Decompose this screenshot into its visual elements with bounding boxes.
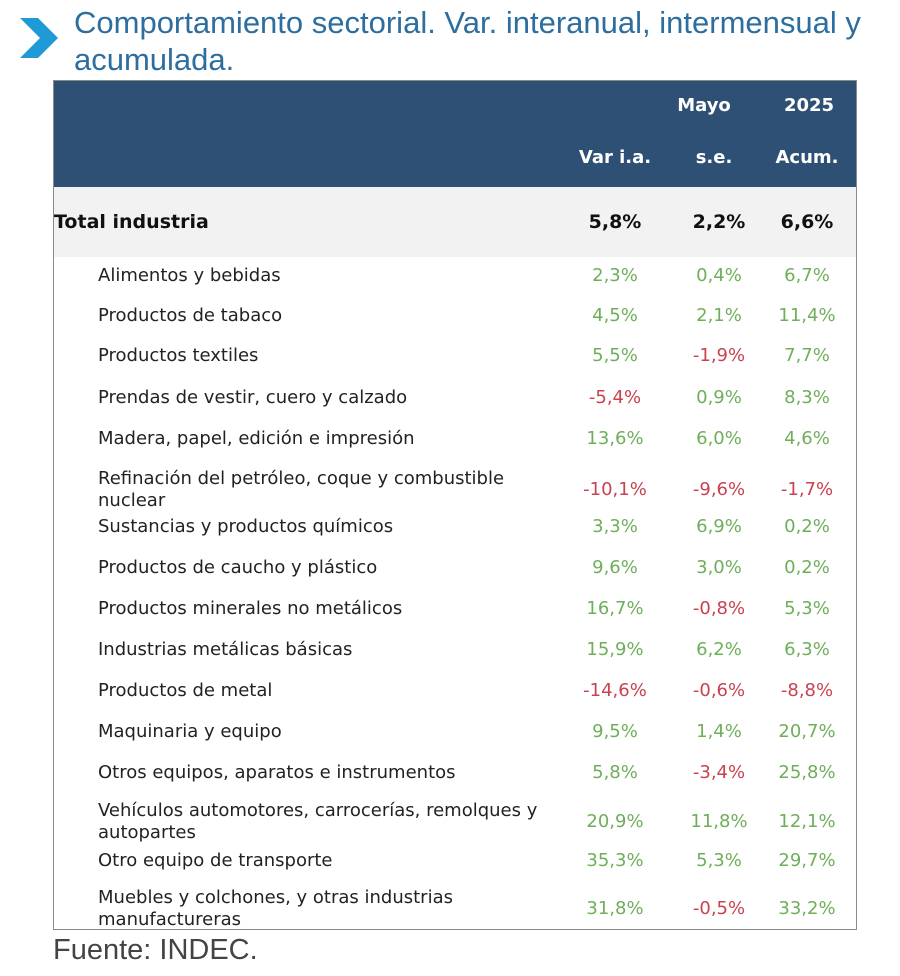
row-value-se: 1,4% xyxy=(696,721,742,742)
row-value-acum: 12,1% xyxy=(778,811,836,832)
sector-table: Mayo 2025 Var i.a. s.e. Acum. Total indu… xyxy=(53,80,857,930)
row-value-se: -3,4% xyxy=(692,762,746,783)
row-value-acum: 0,2% xyxy=(784,516,830,537)
row-value-acum: 4,6% xyxy=(784,428,830,449)
row-label: Productos de metal xyxy=(98,680,273,701)
row-value-var-ia: 20,9% xyxy=(586,811,644,832)
row-value-acum: 8,3% xyxy=(784,387,830,408)
table-row: Otro equipo de transporte 35,3% 5,3% 29,7% xyxy=(54,850,856,872)
table-row: Sustancias y productos químicos 3,3% 6,9% 0… xyxy=(54,516,856,538)
row-value-acum: 0,2% xyxy=(784,557,830,578)
row-value-var-ia: 4,5% xyxy=(592,305,638,326)
row-value-se: 6,2% xyxy=(696,639,742,660)
table-row: Productos de caucho y plástico 9,6% 3,0% 0,… xyxy=(54,557,856,579)
row-value-se: 5,3% xyxy=(696,850,742,871)
row-value-acum: 6,7% xyxy=(784,265,830,286)
row-value-se: -1,9% xyxy=(692,345,746,366)
row-value-acum: 33,2% xyxy=(778,898,836,919)
row-value-se: -0,8% xyxy=(692,598,746,619)
table-row: Muebles y colchones, y otras industrias … xyxy=(54,887,856,931)
row-value-acum: 6,3% xyxy=(784,639,830,660)
row-value-var-ia: 3,3% xyxy=(592,516,638,537)
row-value-acum: 11,4% xyxy=(778,305,836,326)
header-year: 2025 xyxy=(783,95,835,116)
total-row: Total industria 5,8% 2,2% 6,6% xyxy=(54,187,856,257)
table-row: Prendas de vestir, cuero y calzado -5,4% 0… xyxy=(54,387,856,409)
total-acum: 6,6% xyxy=(780,211,834,233)
row-value-se: 6,9% xyxy=(696,516,742,537)
total-se: 2,2% xyxy=(692,211,746,233)
table-row: Refinación del petróleo, coque y combust… xyxy=(54,468,856,512)
row-label: Vehículos automotores, carrocerías, remo… xyxy=(98,800,538,843)
row-value-var-ia: 13,6% xyxy=(586,428,644,449)
row-value-se: -0,5% xyxy=(692,898,746,919)
row-value-se: 3,0% xyxy=(696,557,742,578)
row-label: Otro equipo de transporte xyxy=(98,850,333,871)
row-value-acum: -8,8% xyxy=(780,680,834,701)
row-value-acum: -1,7% xyxy=(780,479,834,500)
row-value-var-ia: 35,3% xyxy=(586,850,644,871)
table-row: Vehículos automotores, carrocerías, remo… xyxy=(54,800,856,844)
row-value-se: 0,9% xyxy=(696,387,742,408)
row-value-var-ia: 16,7% xyxy=(586,598,644,619)
row-label: Productos minerales no metálicos xyxy=(98,598,403,619)
page-title: Comportamiento sectorial. Var. interanua… xyxy=(74,5,861,77)
table-row: Madera, papel, edición e impresión 13,6% 6… xyxy=(54,428,856,450)
row-value-se: -9,6% xyxy=(692,479,746,500)
table-row: Productos minerales no metálicos 16,7% -0,… xyxy=(54,598,856,620)
row-value-se: 6,0% xyxy=(696,428,742,449)
row-label: Muebles y colchones, y otras industrias … xyxy=(98,887,453,930)
column-header-var-ia: Var i.a. xyxy=(578,147,652,168)
row-label: Productos textiles xyxy=(98,345,259,366)
table-header: Mayo 2025 Var i.a. s.e. Acum. xyxy=(54,81,856,187)
row-value-se: 0,4% xyxy=(696,265,742,286)
row-value-acum: 25,8% xyxy=(778,762,836,783)
row-value-var-ia: -5,4% xyxy=(588,387,642,408)
column-header-se: s.e. xyxy=(695,147,733,168)
source-note: Fuente: INDEC. xyxy=(53,934,258,966)
table-row: Productos de tabaco 4,5% 2,1% 11,4% xyxy=(54,305,856,327)
row-label: Otros equipos, aparatos e instrumentos xyxy=(98,762,456,783)
table-row: Productos de metal -14,6% -0,6% -8,8% xyxy=(54,680,856,702)
row-label: Alimentos y bebidas xyxy=(98,265,281,286)
row-value-var-ia: 9,6% xyxy=(592,557,638,578)
row-label: Industrias metálicas básicas xyxy=(98,639,353,660)
row-value-acum: 29,7% xyxy=(778,850,836,871)
row-label: Sustancias y productos químicos xyxy=(98,516,394,537)
row-value-var-ia: 31,8% xyxy=(586,898,644,919)
table-row: Maquinaria y equipo 9,5% 1,4% 20,7% xyxy=(54,721,856,743)
row-label: Productos de caucho y plástico xyxy=(98,557,378,578)
chevron-right-icon xyxy=(20,18,58,58)
row-value-acum: 5,3% xyxy=(784,598,830,619)
table-row: Otros equipos, aparatos e instrumentos 5,… xyxy=(54,762,856,784)
row-label: Refinación del petróleo, coque y combust… xyxy=(98,468,505,511)
table-row: Industrias metálicas básicas 15,9% 6,2% 6,3… xyxy=(54,639,856,661)
row-label: Maquinaria y equipo xyxy=(98,721,282,742)
row-value-var-ia: 9,5% xyxy=(592,721,638,742)
row-value-var-ia: 2,3% xyxy=(592,265,638,286)
table-row: Alimentos y bebidas 2,3% 0,4% 6,7% xyxy=(54,265,856,287)
table-row: Productos textiles 5,5% -1,9% 7,7% xyxy=(54,345,856,367)
row-value-acum: 7,7% xyxy=(784,345,830,366)
row-value-var-ia: -14,6% xyxy=(583,680,647,701)
row-value-se: 11,8% xyxy=(690,811,748,832)
row-value-var-ia: 5,8% xyxy=(592,762,638,783)
row-value-se: -0,6% xyxy=(692,680,746,701)
row-value-acum: 20,7% xyxy=(778,721,836,742)
row-label: Madera, papel, edición e impresión xyxy=(98,428,415,449)
row-label: Prendas de vestir, cuero y calzado xyxy=(98,387,408,408)
header-month: Mayo xyxy=(677,95,731,116)
row-value-var-ia: -10,1% xyxy=(583,479,647,500)
column-header-acum: Acum. xyxy=(775,147,839,168)
row-value-se: 2,1% xyxy=(696,305,742,326)
row-value-var-ia: 5,5% xyxy=(592,345,638,366)
total-var-ia: 5,8% xyxy=(588,211,642,233)
row-value-var-ia: 15,9% xyxy=(586,639,644,660)
total-label: Total industria xyxy=(54,211,209,233)
row-label: Productos de tabaco xyxy=(98,305,283,326)
